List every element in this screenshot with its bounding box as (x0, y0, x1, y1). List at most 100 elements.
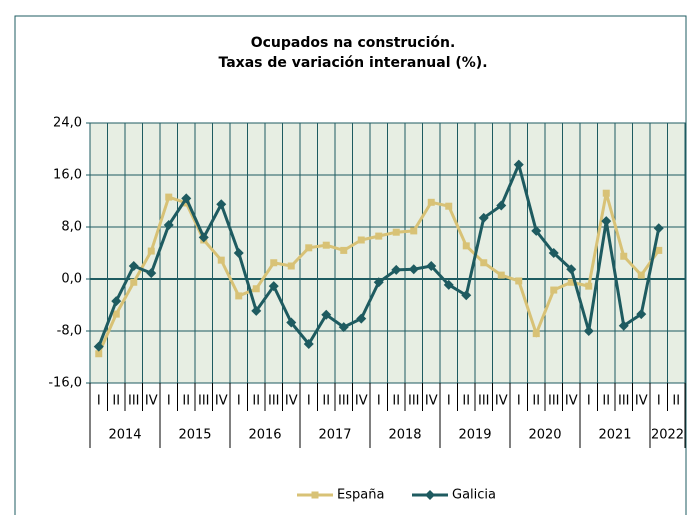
x-tick-label: I (447, 394, 451, 409)
y-tick-label: 8,0 (61, 220, 82, 235)
legend-label: Galicia (452, 488, 496, 503)
marker (426, 261, 437, 271)
year-label: 2020 (528, 428, 561, 443)
marker (425, 490, 435, 500)
x-tick-label: II (462, 394, 470, 409)
x-tick-label: I (307, 394, 311, 409)
x-tick-label: IV (495, 394, 508, 409)
x-tick-label: II (322, 394, 330, 409)
y-tick-label: -8,0 (57, 324, 82, 339)
x-tick-label: IV (285, 394, 298, 409)
marker (357, 236, 365, 244)
marker (112, 310, 120, 318)
marker (163, 220, 174, 231)
marker (567, 278, 575, 286)
marker (286, 317, 297, 328)
marker (375, 232, 383, 240)
year-label: 2016 (248, 428, 281, 443)
marker (392, 228, 400, 236)
marker (445, 202, 453, 210)
x-tick-label: I (237, 394, 241, 409)
marker (602, 189, 610, 197)
x-tick-label: I (97, 394, 101, 409)
y-tick-label: 0,0 (61, 272, 82, 287)
marker (618, 320, 629, 331)
x-tick-label: IV (565, 394, 578, 409)
year-label: 2018 (388, 428, 421, 443)
x-tick-label: IV (635, 394, 648, 409)
marker (480, 259, 488, 267)
x-tick-label: II (392, 394, 400, 409)
marker (566, 264, 577, 275)
year-label: 2022 (651, 428, 684, 443)
x-tick-label: III (478, 394, 490, 409)
x-tick-label: II (602, 394, 610, 409)
marker (303, 339, 314, 349)
marker (443, 279, 454, 290)
marker (478, 212, 489, 223)
x-tick-label: II (532, 394, 540, 409)
x-tick-label: I (517, 394, 521, 409)
marker (356, 313, 367, 324)
marker (147, 247, 155, 255)
x-tick-label: IV (355, 394, 368, 409)
x-tick-label: I (167, 394, 171, 409)
marker (462, 242, 470, 250)
marker (548, 248, 559, 258)
marker (287, 262, 295, 270)
x-tick-label: II (672, 394, 680, 409)
chart-title: Taxas de variación interanual (%). (218, 55, 487, 71)
y-tick-label: -16,0 (48, 376, 82, 391)
marker (497, 271, 505, 279)
x-tick-label: II (182, 394, 190, 409)
x-tick-label: II (112, 394, 120, 409)
marker (130, 278, 138, 286)
x-tick-label: IV (425, 394, 438, 409)
marker (531, 225, 542, 236)
marker (601, 216, 612, 227)
marker (165, 193, 173, 201)
x-tick-label: I (587, 394, 591, 409)
legend-label: España (337, 488, 384, 503)
x-tick-label: II (252, 394, 260, 409)
marker (270, 259, 278, 267)
marker (311, 491, 319, 499)
marker (583, 326, 594, 336)
marker (637, 271, 645, 279)
marker (111, 296, 122, 307)
x-tick-label: III (408, 394, 420, 409)
marker (410, 227, 418, 235)
marker (373, 277, 384, 288)
x-tick-label: III (268, 394, 280, 409)
marker (146, 268, 157, 279)
marker (427, 198, 435, 206)
marker (550, 286, 558, 294)
marker (585, 282, 593, 290)
marker (636, 309, 647, 320)
marker (321, 309, 332, 320)
x-tick-label: III (548, 394, 560, 409)
marker (268, 281, 279, 292)
year-label: 2021 (598, 428, 631, 443)
x-tick-label: IV (215, 394, 228, 409)
x-tick-label: III (618, 394, 630, 409)
marker (391, 264, 402, 275)
y-tick-label: 24,0 (53, 116, 82, 131)
marker (235, 292, 243, 300)
marker (515, 277, 523, 285)
marker (216, 199, 227, 210)
y-tick-label: 16,0 (53, 168, 82, 183)
x-tick-label: I (377, 394, 381, 409)
marker (322, 241, 330, 249)
chart-title: Ocupados na construción. (251, 35, 456, 51)
year-label: 2014 (108, 428, 141, 443)
marker (620, 252, 628, 260)
marker (93, 341, 104, 352)
marker (532, 330, 540, 338)
marker (198, 232, 209, 243)
marker (252, 285, 260, 293)
marker (305, 244, 313, 252)
marker (340, 246, 348, 254)
year-label: 2015 (178, 428, 211, 443)
